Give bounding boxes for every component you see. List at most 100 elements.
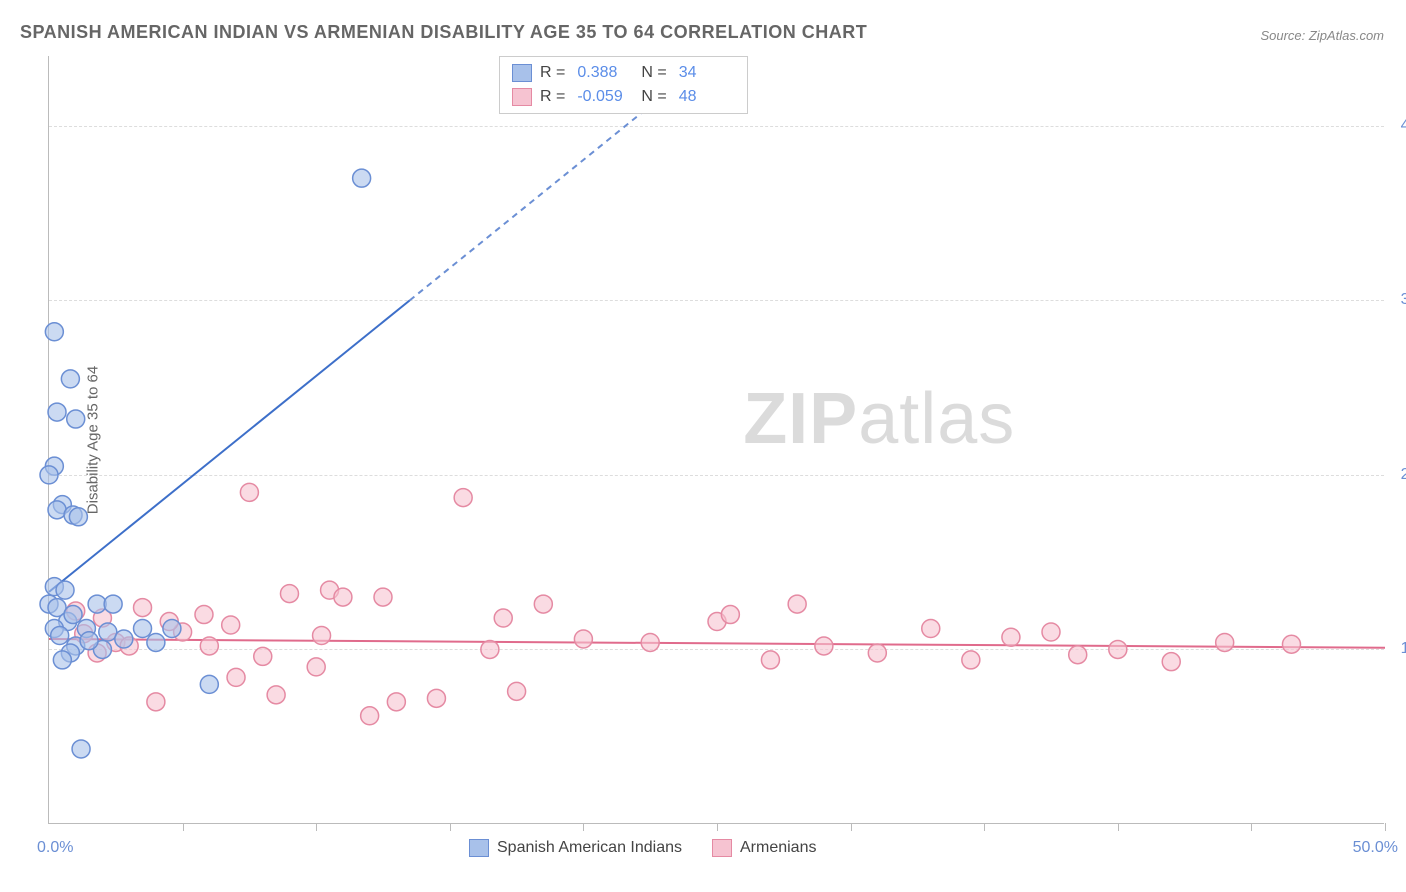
data-point bbox=[534, 595, 552, 613]
data-point bbox=[387, 693, 405, 711]
data-point bbox=[1282, 635, 1300, 653]
data-point bbox=[267, 686, 285, 704]
data-point bbox=[80, 632, 98, 650]
data-point bbox=[334, 588, 352, 606]
data-point bbox=[64, 606, 82, 624]
y-tick-label: 10.0% bbox=[1401, 640, 1406, 658]
data-point bbox=[61, 370, 79, 388]
x-axis-max-label: 50.0% bbox=[1353, 839, 1398, 857]
data-point bbox=[641, 633, 659, 651]
data-point bbox=[574, 630, 592, 648]
trend-line bbox=[49, 300, 410, 591]
data-point bbox=[307, 658, 325, 676]
data-point bbox=[48, 501, 66, 519]
data-point bbox=[115, 630, 133, 648]
data-point bbox=[508, 682, 526, 700]
data-point bbox=[45, 323, 63, 341]
data-point bbox=[815, 637, 833, 655]
data-point bbox=[481, 640, 499, 658]
r-value-1: 0.388 bbox=[577, 61, 633, 85]
x-tick bbox=[717, 823, 718, 831]
data-point bbox=[147, 693, 165, 711]
legend-label-1: Spanish American Indians bbox=[497, 839, 682, 857]
correlation-row-2: R = -0.059 N = 48 bbox=[512, 85, 735, 109]
data-point bbox=[222, 616, 240, 634]
legend-label-2: Armenians bbox=[740, 839, 816, 857]
swatch-series-2 bbox=[712, 839, 732, 857]
trend-line bbox=[49, 639, 1385, 648]
data-point bbox=[868, 644, 886, 662]
x-tick bbox=[851, 823, 852, 831]
n-value-2: 48 bbox=[679, 85, 735, 109]
data-point bbox=[56, 581, 74, 599]
swatch-series-1 bbox=[469, 839, 489, 857]
n-label: N = bbox=[641, 85, 666, 109]
correlation-legend: R = 0.388 N = 34 R = -0.059 N = 48 bbox=[499, 56, 748, 114]
data-point bbox=[374, 588, 392, 606]
r-label: R = bbox=[540, 85, 565, 109]
n-value-1: 34 bbox=[679, 61, 735, 85]
data-point bbox=[134, 599, 152, 617]
x-axis-min-label: 0.0% bbox=[37, 839, 73, 857]
r-label: R = bbox=[540, 61, 565, 85]
data-point bbox=[788, 595, 806, 613]
y-tick-label: 40.0% bbox=[1401, 117, 1406, 135]
data-point bbox=[163, 620, 181, 638]
data-point bbox=[99, 623, 117, 641]
data-point bbox=[427, 689, 445, 707]
x-tick bbox=[450, 823, 451, 831]
data-point bbox=[494, 609, 512, 627]
data-point bbox=[1002, 628, 1020, 646]
data-point bbox=[69, 508, 87, 526]
data-point bbox=[240, 483, 258, 501]
n-label: N = bbox=[641, 61, 666, 85]
correlation-row-1: R = 0.388 N = 34 bbox=[512, 61, 735, 85]
chart-title: SPANISH AMERICAN INDIAN VS ARMENIAN DISA… bbox=[20, 22, 867, 43]
data-point bbox=[361, 707, 379, 725]
data-point bbox=[1042, 623, 1060, 641]
data-point bbox=[195, 606, 213, 624]
data-point bbox=[104, 595, 122, 613]
data-point bbox=[48, 403, 66, 421]
data-point bbox=[1216, 633, 1234, 651]
y-tick-label: 20.0% bbox=[1401, 466, 1406, 484]
data-point bbox=[1109, 640, 1127, 658]
data-point bbox=[1069, 646, 1087, 664]
data-point bbox=[962, 651, 980, 669]
data-point bbox=[280, 585, 298, 603]
y-tick-label: 30.0% bbox=[1401, 291, 1406, 309]
swatch-series-2 bbox=[512, 88, 532, 106]
data-point bbox=[1162, 653, 1180, 671]
x-tick bbox=[183, 823, 184, 831]
scatter-svg bbox=[49, 56, 1384, 823]
source-label: Source: ZipAtlas.com bbox=[1260, 28, 1384, 43]
data-point bbox=[51, 626, 69, 644]
data-point bbox=[721, 606, 739, 624]
data-point bbox=[200, 675, 218, 693]
data-point bbox=[53, 651, 71, 669]
data-point bbox=[67, 410, 85, 428]
plot-area: Disability Age 35 to 64 ZIPatlas 10.0%20… bbox=[48, 56, 1384, 824]
data-point bbox=[922, 620, 940, 638]
data-point bbox=[134, 620, 152, 638]
data-point bbox=[147, 633, 165, 651]
data-point bbox=[40, 466, 58, 484]
data-point bbox=[353, 169, 371, 187]
legend-item-1: Spanish American Indians bbox=[469, 839, 682, 857]
data-point bbox=[254, 647, 272, 665]
data-point bbox=[227, 668, 245, 686]
x-tick bbox=[583, 823, 584, 831]
x-tick bbox=[984, 823, 985, 831]
data-point bbox=[200, 637, 218, 655]
r-value-2: -0.059 bbox=[577, 85, 633, 109]
data-point bbox=[72, 740, 90, 758]
legend-item-2: Armenians bbox=[712, 839, 816, 857]
x-tick bbox=[1251, 823, 1252, 831]
swatch-series-1 bbox=[512, 64, 532, 82]
data-point bbox=[761, 651, 779, 669]
series-legend: Spanish American Indians Armenians bbox=[469, 839, 816, 857]
x-tick bbox=[316, 823, 317, 831]
data-point bbox=[313, 626, 331, 644]
data-point bbox=[454, 489, 472, 507]
x-tick bbox=[1118, 823, 1119, 831]
